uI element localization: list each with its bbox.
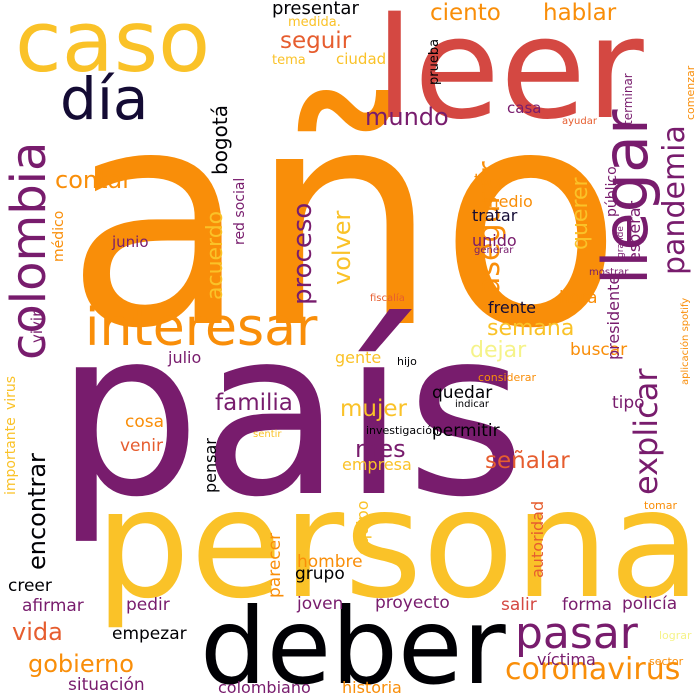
word: pandemia [657, 125, 692, 275]
word: sector [649, 655, 684, 668]
word: explicar [627, 368, 665, 495]
word: esperar [625, 200, 644, 262]
word: tomar [644, 499, 678, 512]
word: importante [3, 417, 19, 495]
word: público [604, 166, 620, 217]
word: investigación [366, 424, 439, 437]
word: caso [15, 0, 211, 92]
word: mundo [365, 103, 449, 131]
word: creer [8, 576, 52, 596]
word: permitir [432, 421, 500, 441]
word: dejar [470, 338, 527, 363]
word: julio [168, 348, 202, 367]
word: mostrar [589, 267, 629, 278]
word: presidente [604, 274, 623, 360]
word: buscar [570, 340, 628, 360]
word: considerar [478, 371, 537, 384]
word: pedir [126, 595, 170, 615]
word: hombre [297, 552, 363, 572]
word: país [55, 281, 526, 548]
word: frente [488, 298, 536, 317]
word: afirmar [22, 596, 84, 616]
word: señalar [485, 448, 570, 474]
word: familia [215, 390, 293, 416]
word: casa [507, 99, 542, 117]
word: víctima [537, 650, 596, 669]
word: vida [12, 618, 63, 646]
word: salir [501, 595, 537, 615]
word: fiscalía [370, 293, 405, 304]
word: médico [51, 210, 67, 262]
word: tratar [472, 206, 518, 225]
word: lograr [659, 629, 692, 642]
word: virus [3, 375, 19, 410]
word: venir [120, 436, 164, 456]
word: presentar [272, 0, 359, 19]
word: autoridad [528, 500, 547, 578]
word: medida. [288, 15, 341, 30]
word: leer [375, 0, 644, 151]
word: día [60, 65, 149, 133]
word: seguir [280, 28, 352, 54]
word: unido [472, 231, 517, 250]
word: empezar [112, 624, 187, 644]
word: gente [335, 348, 382, 367]
word: quedar [432, 383, 493, 403]
word: sentir [253, 429, 282, 440]
word: medio [483, 192, 533, 211]
word: pasar [515, 608, 638, 659]
word: proceso [288, 202, 318, 305]
word: contar [55, 166, 133, 194]
word: mujer [340, 396, 407, 422]
word: prueba [427, 38, 442, 85]
word: pensar [201, 438, 220, 493]
word: red social [232, 177, 248, 245]
word: situación [68, 675, 145, 695]
word: acuerdo [203, 210, 228, 300]
word: interesar [85, 298, 318, 358]
word: ayudar [562, 116, 597, 127]
word: volver [328, 210, 356, 285]
word: junio [112, 233, 149, 251]
word: bogotá [208, 105, 232, 175]
word: joven [297, 594, 344, 614]
word: aplicación spotify [680, 297, 691, 385]
word: proyecto [375, 593, 450, 613]
word: ciento [430, 0, 501, 26]
word: empresa [342, 455, 412, 474]
word: tipo [612, 393, 645, 413]
word: forma [562, 595, 613, 615]
word: colombiano [218, 678, 311, 697]
word: hora [559, 288, 598, 308]
word: terminar [621, 73, 635, 125]
word: tú [474, 170, 491, 189]
word: indicar [455, 399, 489, 410]
word: hablar [543, 0, 617, 26]
word: equipo [353, 500, 372, 555]
word: vivir [28, 310, 46, 343]
word: historia [342, 678, 402, 697]
word: mes [355, 435, 406, 463]
word: coronavirus [505, 652, 681, 687]
word: comenzar [684, 65, 697, 120]
word: año [65, 45, 623, 394]
word: cosa [125, 412, 165, 432]
word: gobierno [28, 650, 134, 678]
word: persona [95, 458, 700, 632]
word: tema [272, 53, 306, 68]
word: querer [568, 177, 593, 250]
word: grupo [295, 564, 345, 584]
word: generar [474, 245, 514, 256]
word: deber [200, 586, 506, 700]
word: semana [487, 316, 575, 341]
word: ciudad [336, 50, 387, 68]
word: encontrar [23, 453, 51, 570]
word: parecer [265, 532, 285, 598]
word: policía [622, 594, 678, 614]
word: hijo [397, 355, 417, 368]
